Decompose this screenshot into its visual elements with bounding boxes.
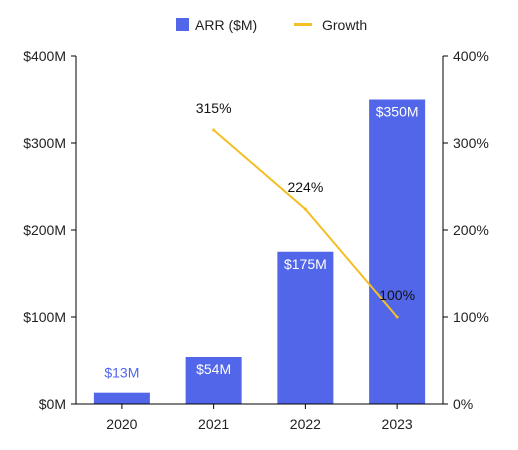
left-axis-tick-label: $0M bbox=[39, 396, 66, 412]
x-axis: 2020 2021 2022 2023 bbox=[76, 403, 443, 432]
right-axis-tick-label: 300% bbox=[453, 135, 489, 151]
bar bbox=[185, 357, 242, 404]
left-axis-tick-label: $200M bbox=[23, 222, 66, 238]
growth-label: 315% bbox=[196, 100, 232, 116]
growth-label: 100% bbox=[379, 287, 415, 303]
right-axis-tick-label: 0% bbox=[453, 396, 473, 412]
growth-point bbox=[303, 207, 307, 211]
bar-label: $13M bbox=[104, 365, 139, 381]
x-axis-tick-label: 2022 bbox=[290, 416, 321, 432]
legend-swatch-arr bbox=[176, 18, 189, 31]
right-axis-tick-label: 200% bbox=[453, 222, 489, 238]
bars bbox=[93, 99, 426, 404]
x-axis-tick-label: 2020 bbox=[106, 416, 137, 432]
bar-label: $350M bbox=[376, 104, 419, 120]
data-labels: $13M $54M $175M $350M 315% 224% 100% bbox=[104, 100, 418, 381]
bar bbox=[369, 99, 426, 404]
growth-point bbox=[212, 128, 216, 132]
x-axis-tick-label: 2021 bbox=[198, 416, 229, 432]
bar-label: $175M bbox=[284, 256, 327, 272]
left-axis: $0M $100M $200M $300M $400M bbox=[23, 48, 77, 412]
bar bbox=[93, 392, 150, 404]
growth-label: 224% bbox=[287, 179, 323, 195]
right-axis-tick-label: 400% bbox=[453, 48, 489, 64]
right-axis-tick-label: 100% bbox=[453, 309, 489, 325]
growth-point bbox=[395, 315, 399, 319]
left-axis-tick-label: $300M bbox=[23, 135, 66, 151]
legend-label-growth: Growth bbox=[322, 17, 367, 33]
legend-swatch-growth bbox=[294, 23, 312, 26]
legend: ARR ($M) Growth bbox=[176, 17, 367, 33]
left-axis-tick-label: $100M bbox=[23, 309, 66, 325]
legend-label-arr: ARR ($M) bbox=[195, 17, 257, 33]
right-axis: 0% 100% 200% 300% 400% bbox=[442, 48, 489, 412]
x-axis-tick-label: 2023 bbox=[382, 416, 413, 432]
left-axis-tick-label: $400M bbox=[23, 48, 66, 64]
growth-line-group bbox=[212, 128, 399, 319]
bar-label: $54M bbox=[196, 361, 231, 377]
bar bbox=[277, 251, 334, 404]
